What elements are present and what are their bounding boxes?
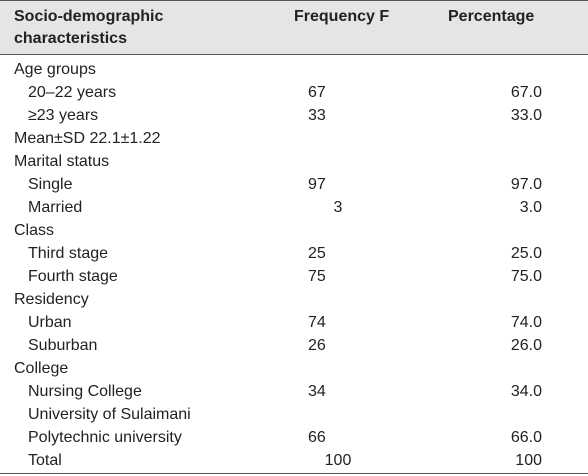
row-label: Polytechnic university [28,429,182,446]
row-label: Class [14,222,55,239]
row-percentage: 97.0 [510,176,542,193]
row-label: ≥23 years [28,107,99,124]
row-label: Age groups [14,61,96,78]
table-row: University of Sulaimani [0,403,588,426]
table-header: Socio-demographic characteristics Freque… [0,0,588,55]
table-row: 20–22 years 67 67.0 [0,81,588,104]
row-frequency: 74 [308,314,326,331]
row-frequency: 97 [308,176,326,193]
table-row: Fourth stage 75 75.0 [0,265,588,288]
row-label: Fourth stage [28,268,118,285]
header-characteristics: Socio-demographic characteristics [14,8,164,47]
row-label: Suburban [28,337,98,354]
row-label: Total [28,452,62,469]
table-row: Total 100 100 [0,449,588,472]
row-frequency: 34 [308,383,326,400]
row-label: Mean±SD 22.1±1.22 [14,130,161,147]
header-percentage: Percentage [448,8,535,25]
row-label: Marital status [14,153,110,170]
row-frequency: 66 [308,429,326,446]
row-percentage: 33.0 [510,107,542,124]
row-label: 20–22 years [28,84,117,101]
table-row: Third stage 25 25.0 [0,242,588,265]
table-row: Mean±SD 22.1±1.22 [0,127,588,150]
row-percentage: 25.0 [510,245,542,262]
row-frequency: 3 [333,199,343,216]
table-row: Urban 74 74.0 [0,311,588,334]
table-row: Single 97 97.0 [0,173,588,196]
row-frequency: 75 [308,268,326,285]
row-percentage: 74.0 [510,314,542,331]
row-label: Single [28,176,73,193]
table-row: Marital status [0,150,588,173]
row-percentage: 34.0 [510,383,542,400]
row-label: Urban [28,314,72,331]
table-body: Age groups 20–22 years 67 67.0 ≥23 years 33 33… [0,58,588,472]
row-frequency: 67 [308,84,326,101]
row-frequency: 26 [308,337,326,354]
table-row: ≥23 years 33 33.0 [0,104,588,127]
row-frequency: 100 [324,452,352,469]
table-row: Nursing College 34 34.0 [0,380,588,403]
row-percentage: 66.0 [510,429,542,446]
table-row: Suburban 26 26.0 [0,334,588,357]
row-percentage: 100 [515,452,542,469]
table-row: Married 3 3.0 [0,196,588,219]
row-frequency: 33 [308,107,326,124]
header-frequency: Frequency F [294,8,390,25]
table-row: Residency [0,288,588,311]
row-frequency: 25 [308,245,326,262]
row-label: Third stage [28,245,109,262]
table-row: Class [0,219,588,242]
row-label: Married [28,199,83,216]
table-row: Age groups [0,58,588,81]
row-percentage: 26.0 [510,337,542,354]
table-row: Polytechnic university 66 66.0 [0,426,588,449]
row-label: University of Sulaimani [28,406,191,423]
row-label: College [14,360,69,377]
row-label: Nursing College [28,383,142,400]
row-percentage: 75.0 [510,268,542,285]
row-label: Residency [14,291,89,308]
row-percentage: 67.0 [510,84,542,101]
row-percentage: 3.0 [519,199,542,216]
table-bottom-rule [0,473,588,474]
table-row: College [0,357,588,380]
